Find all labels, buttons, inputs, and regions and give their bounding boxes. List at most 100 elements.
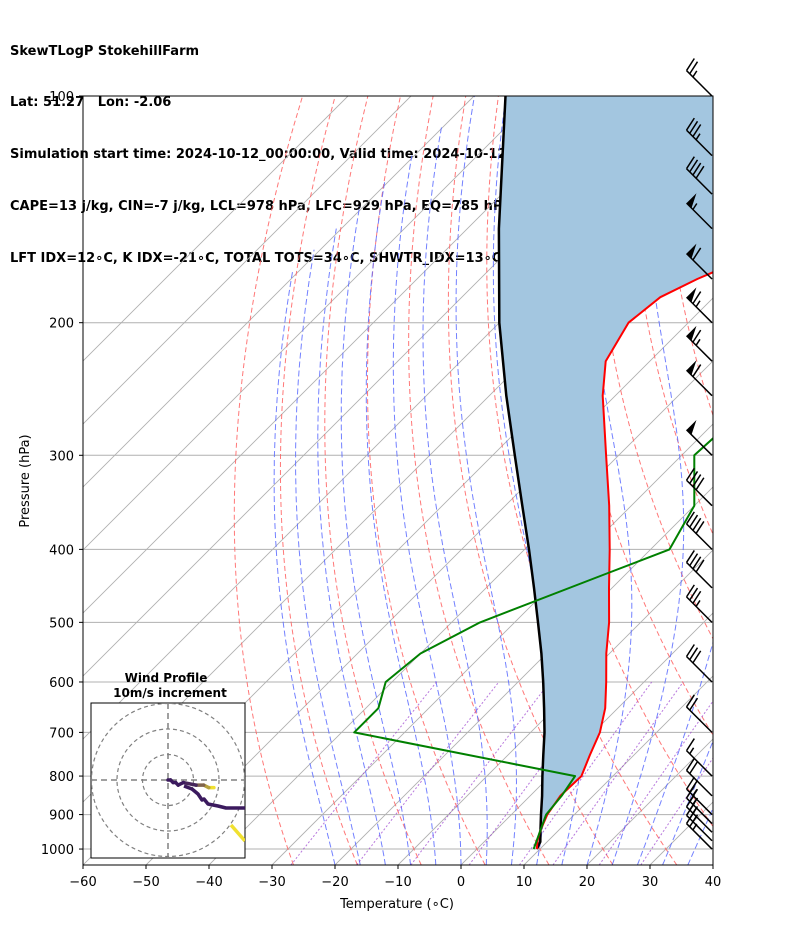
location-label: Lat: 51.27 Lon: -2.06 xyxy=(10,95,172,111)
dry-adiabat-line xyxy=(759,96,794,865)
barb-full xyxy=(685,644,695,657)
wind-barbs xyxy=(685,58,713,850)
y-tick-label: 600 xyxy=(49,676,74,691)
moist-adiabat-line xyxy=(662,739,713,865)
barb-half xyxy=(695,600,701,607)
mixing-ratio-line xyxy=(598,700,713,865)
barb-full xyxy=(692,517,702,531)
isotherm-line xyxy=(83,96,475,488)
y-tick-label: 400 xyxy=(49,543,74,558)
barb-full xyxy=(689,647,699,661)
dry-adiabat-line xyxy=(661,96,713,417)
hodograph-trace-segment xyxy=(181,780,198,787)
isotherm-line xyxy=(271,423,713,865)
dry-adiabat-line xyxy=(408,96,550,865)
barb-full xyxy=(692,556,702,570)
wind-barb xyxy=(685,117,713,157)
barb-flag xyxy=(686,325,697,341)
barb-half xyxy=(692,70,698,78)
mixing-ratio-line xyxy=(290,681,437,865)
y-tick-label: 200 xyxy=(49,317,74,332)
wind-barb xyxy=(685,156,713,195)
moist-adiabat-line xyxy=(455,96,518,865)
barb-staff xyxy=(686,129,713,157)
isotherm-line xyxy=(83,96,601,614)
x-tick-label: 30 xyxy=(642,875,659,890)
barb-full xyxy=(692,291,702,305)
y-tick-label: 800 xyxy=(49,770,74,785)
barb-full xyxy=(695,165,705,179)
chart-header: SkewTLogP StokehillFarm Lat: 51.27 Lon: … xyxy=(10,8,603,285)
y-tick-label: 500 xyxy=(49,616,74,631)
barb-staff xyxy=(686,479,713,507)
barb-staff xyxy=(686,823,713,850)
barb-staff xyxy=(686,596,713,623)
barb-full xyxy=(695,477,705,491)
moist-adiabat-line xyxy=(422,127,488,865)
wind-barb xyxy=(685,467,713,507)
barb-full xyxy=(689,514,699,528)
barb-staff xyxy=(686,769,713,797)
wind-barb xyxy=(685,758,713,797)
moist-adiabat-line xyxy=(273,269,336,865)
wind-barb xyxy=(686,325,713,362)
barb-full xyxy=(692,247,702,261)
cape-shaded-area xyxy=(498,96,713,849)
barb-flag xyxy=(686,243,697,259)
dewpoint-line xyxy=(353,437,713,850)
moist-adiabat-line xyxy=(317,228,386,865)
barb-full xyxy=(692,590,702,604)
barb-full xyxy=(685,156,695,170)
barb-full xyxy=(689,779,699,793)
x-tick-label: −30 xyxy=(258,875,285,890)
barb-full xyxy=(685,776,695,790)
dry-adiabat-line xyxy=(279,96,358,865)
barb-half xyxy=(692,203,698,210)
barb-full xyxy=(689,61,699,75)
barb-full xyxy=(689,697,699,711)
barb-staff xyxy=(686,750,713,777)
barb-full xyxy=(685,738,695,752)
chart-title: SkewTLogP StokehillFarm xyxy=(10,43,200,59)
barb-full xyxy=(685,550,695,563)
barb-full xyxy=(695,521,705,534)
barb-full xyxy=(692,364,702,377)
isotherm-line xyxy=(712,864,713,865)
isotherm-line xyxy=(83,96,412,425)
x-tick-label: 0 xyxy=(457,875,465,890)
barb-staff xyxy=(686,168,713,195)
barb-staff xyxy=(686,429,713,456)
isotherm-line xyxy=(83,96,538,551)
parcel-line xyxy=(497,96,546,850)
barb-full xyxy=(689,120,699,134)
barb-staff xyxy=(686,369,713,397)
isotherm-line xyxy=(397,549,713,865)
barb-full xyxy=(685,511,695,525)
dry-adiabat-line xyxy=(447,96,614,865)
wind-barb xyxy=(686,360,713,397)
isotherm-line xyxy=(523,675,713,865)
barb-flag xyxy=(686,419,697,435)
barb-staff xyxy=(686,253,713,280)
barb-half xyxy=(689,747,695,755)
barb-half xyxy=(692,789,698,796)
stability-indices-2: LFT IDX=12∘C, K IDX=-21∘C, TOTAL TOTS=34… xyxy=(10,251,502,267)
barb-half xyxy=(695,133,701,141)
barb-staff xyxy=(686,814,713,842)
dry-adiabat-line xyxy=(324,96,422,865)
mixing-ratio-line xyxy=(552,681,684,865)
moist-adiabat-line xyxy=(636,96,713,865)
wind-barb xyxy=(685,58,713,97)
barb-full xyxy=(692,650,702,664)
x-tick-label: 20 xyxy=(579,875,596,890)
x-tick-label: −60 xyxy=(69,875,96,890)
moist-adiabat-line xyxy=(687,806,713,865)
moist-adiabat-line xyxy=(340,205,412,865)
cape-shading xyxy=(498,96,713,849)
wind-barb xyxy=(685,694,713,733)
dry-adiabat-line xyxy=(233,96,304,865)
moist-adiabat-line xyxy=(365,181,437,865)
wind-barb xyxy=(685,738,713,777)
wind-barb xyxy=(686,193,713,230)
y-tick-label: 900 xyxy=(49,809,74,824)
